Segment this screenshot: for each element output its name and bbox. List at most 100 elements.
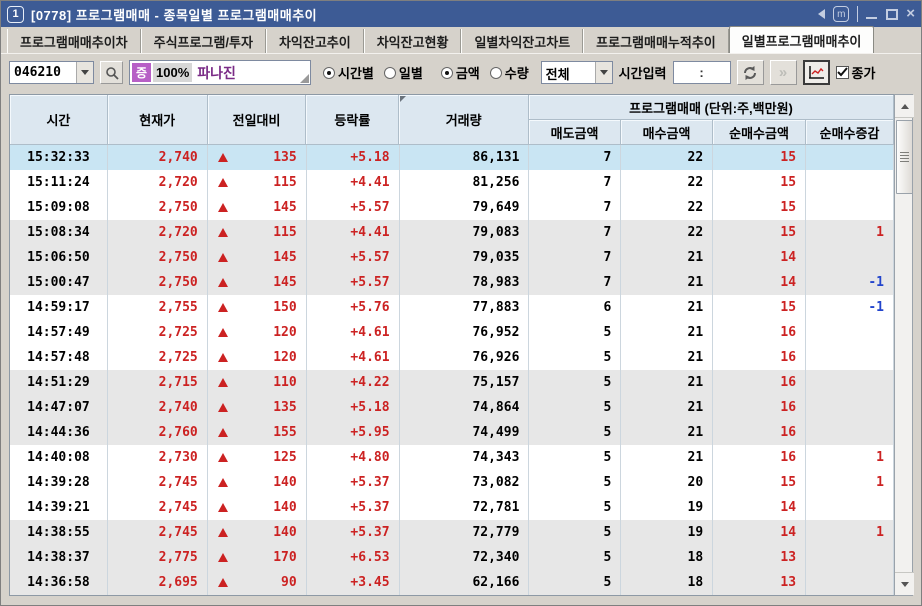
up-arrow-icon [217, 203, 228, 212]
table-row[interactable]: 14:57:49 2,725 120 +4.61 76,952 5 21 16 [10, 320, 894, 345]
table-row[interactable]: 15:08:34 2,720 115 +4.41 79,083 7 22 15 1 [10, 220, 894, 245]
scroll-down-button[interactable] [895, 572, 914, 595]
radio-timely[interactable]: 시간별 [323, 63, 374, 82]
refresh-button[interactable] [736, 60, 764, 85]
market-select-dropdown-button[interactable] [594, 62, 612, 83]
net-change-cell: 1 [806, 445, 894, 470]
header-time[interactable]: 시간 [10, 95, 108, 145]
sell-amount-cell: 5 [529, 470, 622, 495]
sell-amount-cell: 5 [529, 395, 622, 420]
radio-timely-label: 시간별 [338, 66, 374, 81]
net-buy-cell: 14 [713, 245, 807, 270]
net-buy-cell: 14 [713, 270, 807, 295]
rate-cell: +4.80 [307, 445, 400, 470]
table-row[interactable]: 15:32:33 2,740 135 +5.18 86,131 7 22 15 [10, 145, 894, 170]
tab-6[interactable]: 프로그램매매누적추이 [583, 29, 729, 53]
tab-3[interactable]: 차익잔고추이 [265, 29, 364, 53]
time-cell: 15:32:33 [10, 145, 108, 170]
radio-quantity[interactable]: 수량 [489, 63, 529, 82]
market-select[interactable]: 전체 [540, 61, 613, 84]
sell-amount-cell: 5 [529, 520, 622, 545]
header-buy-amount[interactable]: 매수금액 [621, 120, 714, 145]
header-rate[interactable]: 등락률 [306, 95, 400, 145]
minimize-button[interactable] [866, 8, 878, 20]
table-row[interactable]: 14:40:08 2,730 125 +4.80 74,343 5 21 16 1 [10, 445, 894, 470]
rate-cell: +4.22 [307, 370, 400, 395]
stock-code-combo[interactable] [9, 61, 94, 84]
change-cell: 145 [208, 245, 307, 270]
table-row[interactable]: 14:36:58 2,695 90 +3.45 62,166 5 18 13 [10, 570, 894, 595]
buy-amount-cell: 21 [621, 345, 714, 370]
chart-view-button[interactable] [802, 60, 830, 85]
volume-cell: 73,082 [400, 470, 530, 495]
table-row[interactable]: 15:00:47 2,750 145 +5.57 78,983 7 21 14 -1 [10, 270, 894, 295]
buy-amount-cell: 22 [621, 170, 714, 195]
close-button[interactable]: × [906, 5, 915, 22]
tab-1[interactable]: 프로그램매매추이차 [7, 29, 141, 53]
header-net-change[interactable]: 순매수증감 [806, 120, 895, 145]
search-icon [105, 66, 119, 80]
table-row[interactable]: 14:39:21 2,745 140 +5.37 72,781 5 19 14 [10, 495, 894, 520]
buy-amount-cell: 18 [621, 570, 714, 595]
sell-amount-cell: 5 [529, 370, 622, 395]
net-change-cell [806, 170, 894, 195]
vertical-scrollbar[interactable] [894, 94, 914, 596]
table-row[interactable]: 14:39:28 2,745 140 +5.37 73,082 5 20 15 1 [10, 470, 894, 495]
close-price-checkbox[interactable]: 종가 [835, 63, 875, 82]
stock-name: 파나진 [197, 64, 236, 81]
table-row[interactable]: 14:44:36 2,760 155 +5.95 74,499 5 21 16 [10, 420, 894, 445]
tab-5[interactable]: 일별차익잔고차트 [461, 29, 584, 53]
time-cell: 15:09:08 [10, 195, 108, 220]
table-row[interactable]: 14:38:55 2,745 140 +5.37 72,779 5 19 14 1 [10, 520, 894, 545]
buy-amount-cell: 21 [621, 295, 714, 320]
tab-4[interactable]: 차익잔고현황 [363, 29, 462, 53]
margin-warning-badge: 증 [132, 63, 151, 82]
radio-daily[interactable]: 일별 [383, 63, 423, 82]
volume-cell: 72,781 [400, 495, 530, 520]
change-cell: 115 [208, 220, 307, 245]
maximize-button[interactable] [886, 8, 899, 20]
divider [857, 6, 859, 22]
scrollbar-thumb[interactable] [896, 120, 913, 194]
up-arrow-icon [217, 278, 228, 287]
change-cell: 125 [208, 445, 307, 470]
stock-code-dropdown-button[interactable] [76, 62, 93, 83]
up-arrow-icon [217, 478, 228, 487]
table-row[interactable]: 14:51:29 2,715 110 +4.22 75,157 5 21 16 [10, 370, 894, 395]
time-input[interactable]: : [672, 61, 731, 84]
table-row[interactable]: 14:47:07 2,740 135 +5.18 74,864 5 21 16 [10, 395, 894, 420]
window-mode-icon[interactable]: m [833, 6, 850, 22]
header-net-buy[interactable]: 순매수금액 [713, 120, 807, 145]
up-arrow-icon [217, 378, 228, 387]
table-row[interactable]: 15:11:24 2,720 115 +4.41 81,256 7 22 15 [10, 170, 894, 195]
table-row[interactable]: 14:59:17 2,755 150 +5.76 77,883 6 21 15 -1 [10, 295, 894, 320]
volume-cell: 76,952 [400, 320, 530, 345]
volume-cell: 72,779 [400, 520, 530, 545]
stock-search-button[interactable] [100, 61, 123, 84]
rate-cell: +4.61 [307, 345, 400, 370]
table-row[interactable]: 15:09:08 2,750 145 +5.57 79,649 7 22 15 [10, 195, 894, 220]
next-page-button[interactable]: » [769, 60, 797, 85]
header-price[interactable]: 현재가 [107, 95, 208, 145]
header-change[interactable]: 전일대비 [207, 95, 307, 145]
net-change-cell [806, 320, 894, 345]
refresh-icon [744, 65, 756, 80]
scroll-up-button[interactable] [895, 95, 914, 118]
resize-grip-icon[interactable] [300, 74, 309, 83]
time-cell: 14:47:07 [10, 395, 108, 420]
net-change-cell [806, 420, 894, 445]
tab-7[interactable]: 일별프로그램매매추이 [728, 26, 875, 53]
tab-2[interactable]: 주식프로그램/투자 [140, 29, 266, 53]
table-row[interactable]: 15:06:50 2,750 145 +5.57 79,035 7 21 14 [10, 245, 894, 270]
header-sell-amount[interactable]: 매도금액 [529, 120, 622, 145]
up-arrow-icon [217, 528, 228, 537]
sell-amount-cell: 5 [529, 320, 622, 345]
stock-code-input[interactable] [10, 62, 76, 83]
dock-left-icon[interactable] [818, 9, 826, 19]
change-cell: 145 [208, 195, 307, 220]
header-volume[interactable]: 거래량 [399, 95, 530, 145]
buy-amount-cell: 21 [621, 245, 714, 270]
table-row[interactable]: 14:38:37 2,775 170 +6.53 72,340 5 18 13 [10, 545, 894, 570]
table-row[interactable]: 14:57:48 2,725 120 +4.61 76,926 5 21 16 [10, 345, 894, 370]
radio-amount[interactable]: 금액 [440, 63, 480, 82]
